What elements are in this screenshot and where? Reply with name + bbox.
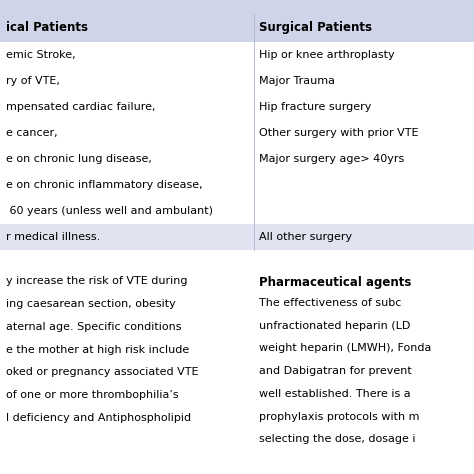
- Text: The effectiveness of subc: The effectiveness of subc: [259, 298, 401, 308]
- Text: Other surgery with prior VTE: Other surgery with prior VTE: [259, 128, 419, 138]
- Text: e the mother at high risk include: e the mother at high risk include: [6, 345, 189, 355]
- Text: ical Patients: ical Patients: [6, 21, 88, 35]
- Text: l deficiency and Antiphospholipid: l deficiency and Antiphospholipid: [6, 413, 191, 423]
- Text: aternal age. Specific conditions: aternal age. Specific conditions: [6, 322, 181, 332]
- Text: Hip fracture surgery: Hip fracture surgery: [259, 102, 372, 112]
- Bar: [0, 198, 474, 224]
- Text: well established. There is a: well established. There is a: [259, 389, 411, 399]
- Bar: [0, 42, 474, 68]
- Text: Hip or knee arthroplasty: Hip or knee arthroplasty: [259, 50, 395, 60]
- Text: 60 years (unless well and ambulant): 60 years (unless well and ambulant): [6, 206, 213, 216]
- Bar: [0, 0, 474, 14]
- Text: ry of VTE,: ry of VTE,: [6, 76, 60, 86]
- Text: of one or more thrombophilia’s: of one or more thrombophilia’s: [6, 390, 178, 400]
- Text: Pharmaceutical agents: Pharmaceutical agents: [259, 276, 411, 289]
- Text: weight heparin (LMWH), Fonda: weight heparin (LMWH), Fonda: [259, 344, 432, 354]
- Text: r medical illness.: r medical illness.: [6, 232, 100, 242]
- Bar: [0, 14, 474, 42]
- Bar: [0, 224, 474, 250]
- Text: e on chronic lung disease,: e on chronic lung disease,: [6, 154, 152, 164]
- Text: selecting the dose, dosage i: selecting the dose, dosage i: [259, 435, 416, 445]
- Bar: [0, 120, 474, 146]
- Text: Major Trauma: Major Trauma: [259, 76, 335, 86]
- Text: All other surgery: All other surgery: [259, 232, 352, 242]
- Text: oked or pregnancy associated VTE: oked or pregnancy associated VTE: [6, 367, 198, 377]
- Text: emic Stroke,: emic Stroke,: [6, 50, 75, 60]
- Text: unfractionated heparin (LD: unfractionated heparin (LD: [259, 321, 410, 331]
- Text: ing caesarean section, obesity: ing caesarean section, obesity: [6, 299, 175, 309]
- Text: e on chronic inflammatory disease,: e on chronic inflammatory disease,: [6, 180, 202, 190]
- Text: Major surgery age> 40yrs: Major surgery age> 40yrs: [259, 154, 404, 164]
- Text: prophylaxis protocols with m: prophylaxis protocols with m: [259, 412, 420, 422]
- Bar: [0, 94, 474, 120]
- Bar: [0, 68, 474, 94]
- Bar: [0, 146, 474, 172]
- Text: Surgical Patients: Surgical Patients: [259, 21, 372, 35]
- Text: mpensated cardiac failure,: mpensated cardiac failure,: [6, 102, 155, 112]
- Text: y increase the risk of VTE during: y increase the risk of VTE during: [6, 276, 187, 286]
- Text: and Dabigatran for prevent: and Dabigatran for prevent: [259, 366, 412, 376]
- Bar: [0, 172, 474, 198]
- Text: e cancer,: e cancer,: [6, 128, 57, 138]
